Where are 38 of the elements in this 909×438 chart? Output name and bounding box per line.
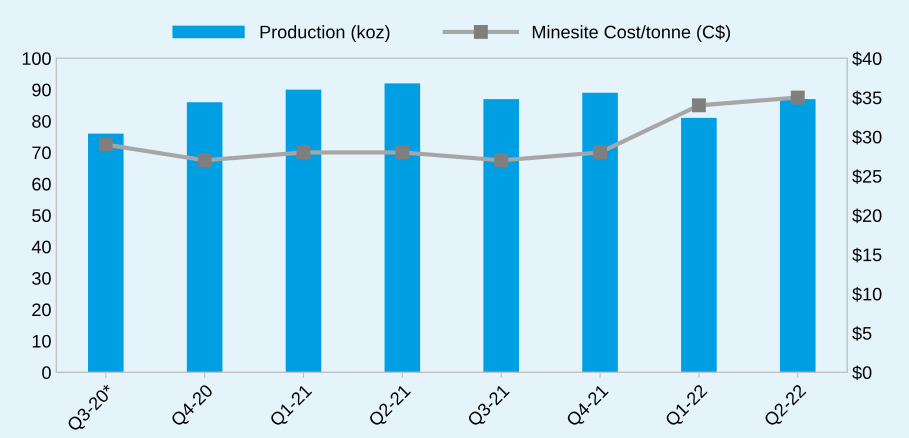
bar — [681, 118, 717, 372]
point — [593, 146, 607, 160]
y-tick-label: 10 — [32, 334, 51, 348]
y-tick-label: 20 — [32, 303, 51, 316]
bar — [582, 92, 618, 372]
y-tick-label: 90 — [32, 84, 51, 96]
bar — [780, 99, 816, 372]
bar — [286, 90, 322, 372]
y2-tick-label: $15 — [852, 248, 882, 262]
y2-tick-label: $40 — [852, 51, 882, 66]
y-tick-label: 30 — [32, 272, 51, 285]
point — [790, 90, 805, 104]
y-tick-label: 100 — [22, 52, 51, 65]
point — [296, 146, 310, 160]
legend-label: Production (koz) — [260, 25, 390, 42]
y2-tick-label: $10 — [852, 286, 882, 302]
legend-label: Minesite Cost/tonne (C$) — [532, 24, 730, 42]
point — [98, 138, 113, 152]
y2-tick-label: $30 — [852, 130, 882, 145]
y2-tick-label: $0 — [852, 365, 872, 380]
y-tick-label: 60 — [32, 178, 51, 191]
point — [692, 98, 706, 112]
bar — [186, 102, 222, 372]
y-tick-label: 80 — [32, 115, 51, 128]
point — [198, 153, 212, 168]
point — [395, 146, 410, 160]
y-tick-label: 0 — [42, 366, 51, 380]
bar — [384, 83, 420, 372]
y2-tick-label: $25 — [852, 169, 882, 184]
bar — [88, 134, 124, 372]
y-tick-label: 40 — [32, 240, 51, 254]
point — [494, 153, 508, 168]
y-tick-label: 70 — [32, 146, 51, 160]
y-tick-label: 50 — [32, 209, 51, 222]
y2-tick-label: $35 — [852, 90, 882, 106]
bar — [483, 99, 519, 372]
y2-tick-label: $5 — [852, 326, 872, 341]
y2-tick-label: $20 — [852, 208, 882, 224]
